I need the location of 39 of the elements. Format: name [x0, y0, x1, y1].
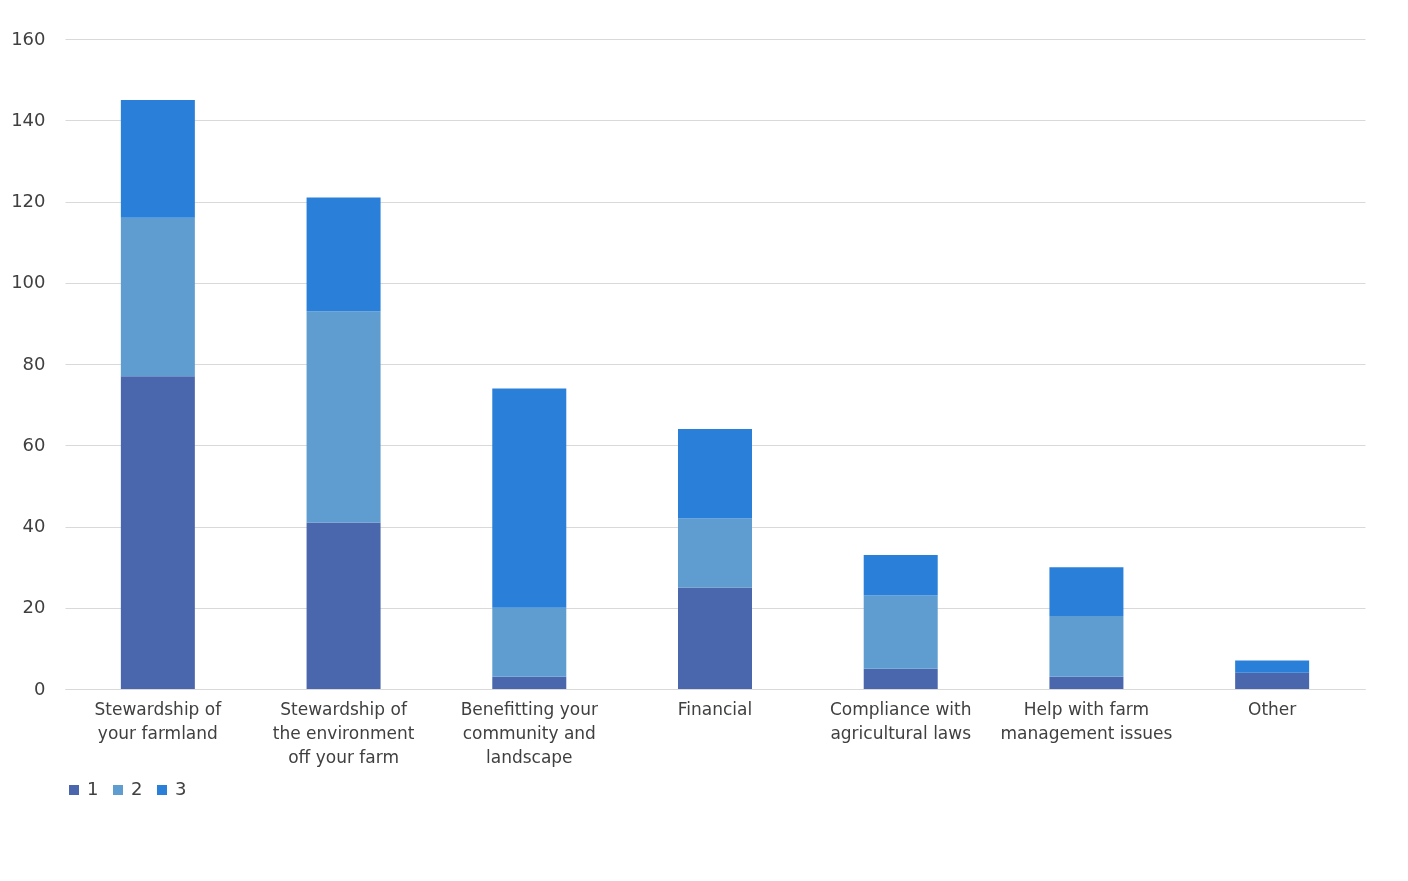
bar: [863, 554, 938, 596]
legend-label: 1: [87, 778, 99, 799]
bar: [492, 388, 567, 608]
bar: [1235, 660, 1310, 673]
y-tick-label: 60: [22, 433, 46, 455]
bar: [120, 376, 195, 689]
bar: [678, 429, 752, 519]
bar: [492, 607, 567, 677]
bar: [306, 522, 381, 689]
x-tick-label: Stewardship of your farmland: [94, 698, 223, 743]
y-tick-label: 20: [22, 596, 46, 618]
x-tick-label: Help with farm management issues: [1000, 698, 1173, 743]
y-tick-label: 120: [11, 190, 46, 211]
x-tick-label: Financial: [677, 698, 753, 719]
x-tick-label: Other: [1248, 698, 1297, 719]
bar: [1049, 676, 1124, 689]
bar: [120, 99, 195, 218]
legend-label: 3: [175, 778, 187, 799]
bar: [1049, 615, 1124, 677]
x-tick-label: Benefitting your community and landscape: [460, 698, 598, 767]
legend-label: 2: [131, 778, 143, 799]
y-tick-label: 100: [11, 271, 46, 293]
bar: [863, 595, 938, 669]
y-tick-label: 80: [22, 352, 46, 374]
bar: [306, 197, 381, 312]
bar: [1049, 567, 1124, 616]
x-tick-label: Compliance with agricultural laws: [829, 698, 972, 743]
y-tick-label: 140: [11, 108, 46, 130]
bar: [678, 587, 752, 689]
bar: [1235, 672, 1310, 689]
bar: [120, 217, 195, 377]
bar: [863, 668, 938, 689]
bar: [492, 676, 567, 689]
x-tick-label: Stewardship of the environment off your farm: [272, 698, 415, 767]
y-tick-label: 40: [22, 515, 46, 536]
y-tick-label: 0: [34, 677, 46, 699]
y-tick-label: 160: [11, 27, 46, 49]
bar: [678, 518, 752, 588]
bar: [306, 311, 381, 523]
